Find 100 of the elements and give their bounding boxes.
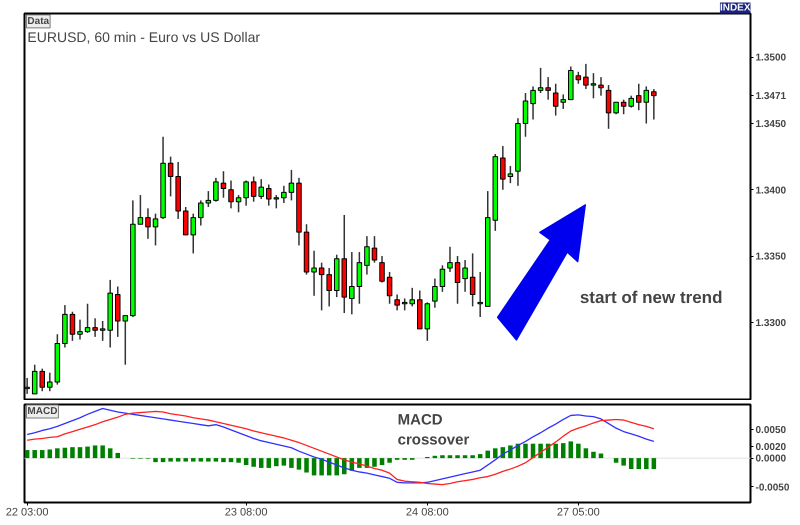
candlestick bbox=[620, 98, 626, 115]
candlestick bbox=[402, 298, 408, 312]
annotation: MACD crossover bbox=[398, 411, 470, 449]
bar bbox=[282, 458, 286, 466]
candlestick bbox=[500, 145, 506, 191]
candlestick bbox=[243, 180, 249, 206]
candlestick bbox=[440, 264, 446, 293]
bar bbox=[628, 458, 634, 470]
candlestick bbox=[598, 76, 604, 96]
bar bbox=[644, 458, 649, 470]
y-tick-label: 0.0050 bbox=[756, 424, 787, 436]
bar bbox=[100, 445, 105, 458]
candlestick bbox=[318, 262, 324, 312]
y-tick-label: 1.3300 bbox=[756, 318, 787, 329]
bar bbox=[440, 455, 445, 458]
candlestick bbox=[590, 72, 596, 100]
x-tick-label: 22 03:00 bbox=[6, 506, 49, 518]
candlestick bbox=[636, 82, 642, 111]
candlestick bbox=[39, 368, 46, 392]
candlestick bbox=[190, 212, 196, 254]
bar bbox=[568, 441, 574, 458]
bar bbox=[372, 458, 377, 467]
bar bbox=[380, 458, 384, 466]
bar bbox=[652, 458, 656, 470]
candlestick bbox=[250, 176, 256, 202]
x-tick-label: 23 08:00 bbox=[224, 506, 268, 518]
candlestick bbox=[92, 318, 98, 338]
candlestick bbox=[651, 88, 657, 120]
bar bbox=[40, 450, 45, 458]
bar bbox=[198, 458, 204, 462]
candlestick bbox=[266, 184, 272, 206]
bar bbox=[598, 454, 604, 458]
candlestick bbox=[583, 63, 589, 90]
bar bbox=[614, 458, 618, 463]
bar bbox=[387, 458, 392, 463]
candlestick bbox=[508, 165, 514, 184]
annotation: start of new trend bbox=[580, 288, 722, 307]
bar bbox=[251, 458, 256, 467]
bar bbox=[621, 458, 626, 466]
candlestick bbox=[576, 71, 582, 84]
y-tick-label: 1.3350 bbox=[756, 252, 787, 263]
annotation: MACD bbox=[27, 406, 58, 417]
candlestick bbox=[122, 314, 128, 366]
bar bbox=[258, 458, 264, 468]
y-tick-label: 1.3500 bbox=[756, 52, 787, 64]
candlestick bbox=[281, 185, 287, 204]
candlestick bbox=[470, 252, 476, 308]
bar bbox=[92, 445, 98, 458]
text: EURUSD, 60 min - Euro vs US Dollar bbox=[27, 28, 260, 45]
bar bbox=[455, 455, 460, 458]
candlestick bbox=[228, 180, 234, 210]
x-tick-label: 27 05:00 bbox=[556, 506, 600, 518]
y-tick-label: 1.3450 bbox=[756, 119, 787, 130]
bar bbox=[334, 458, 339, 476]
bar bbox=[312, 458, 316, 476]
candlestick bbox=[258, 178, 264, 200]
annotation: INDEX bbox=[720, 2, 751, 14]
bar bbox=[478, 454, 482, 458]
bar bbox=[153, 458, 158, 462]
candlestick bbox=[206, 190, 212, 208]
candlestick bbox=[32, 364, 38, 395]
y-tick-label: 0.0000 bbox=[756, 454, 787, 465]
bar bbox=[85, 446, 90, 458]
candlestick bbox=[394, 294, 400, 312]
candlestick bbox=[454, 255, 460, 304]
candlestick bbox=[349, 251, 355, 316]
bar bbox=[493, 448, 498, 458]
candlestick bbox=[70, 310, 76, 342]
bar bbox=[221, 458, 226, 462]
bar bbox=[274, 458, 279, 466]
bar bbox=[296, 458, 302, 470]
bar bbox=[168, 458, 173, 462]
bar bbox=[448, 455, 452, 458]
bar bbox=[32, 450, 37, 458]
candlestick bbox=[386, 271, 392, 304]
candlestick bbox=[236, 194, 242, 214]
y-tick-label: -0.0050 bbox=[756, 482, 790, 494]
bar bbox=[206, 458, 211, 462]
candlestick bbox=[613, 102, 619, 115]
candlestick bbox=[84, 303, 90, 334]
candlestick bbox=[356, 251, 362, 304]
bar bbox=[326, 458, 332, 476]
bar bbox=[289, 458, 294, 468]
bar bbox=[530, 444, 536, 458]
candlestick bbox=[538, 67, 544, 94]
candlestick bbox=[145, 208, 151, 240]
candlestick bbox=[326, 267, 332, 308]
bar bbox=[55, 448, 60, 458]
candlestick bbox=[311, 250, 317, 297]
y-tick-label: 0.0020 bbox=[756, 442, 787, 454]
bar bbox=[591, 452, 596, 458]
candlestick bbox=[552, 82, 558, 116]
bar bbox=[576, 444, 581, 458]
bar bbox=[244, 458, 248, 466]
candlestick bbox=[628, 94, 634, 108]
bar bbox=[462, 455, 468, 458]
bar bbox=[190, 458, 196, 462]
bar bbox=[214, 458, 218, 462]
bar bbox=[228, 458, 234, 462]
candlestick bbox=[379, 255, 385, 284]
